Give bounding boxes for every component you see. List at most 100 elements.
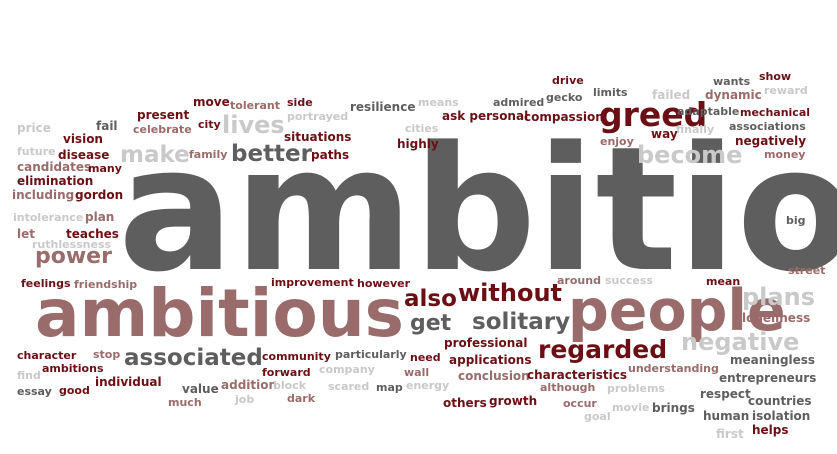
word-stop: stop [93,348,121,361]
word-regarded: regarded [538,335,668,364]
word-admired: admired [493,96,545,109]
word-much: much [168,396,202,409]
word-meaningless: meaningless [730,353,816,367]
word-helps: helps [752,423,789,437]
word-although: although [540,381,596,394]
word-enjoy: enjoy [600,135,634,148]
word-addition: addition [221,378,278,392]
word-reward: reward [764,84,808,97]
word-also: also [404,286,457,312]
word-respect: respect [700,387,751,401]
word-conclusion: conclusion [458,369,530,383]
word-ruthlessness: ruthlessness [32,238,112,251]
word-goal: goal [584,410,611,423]
word-future: future [17,145,56,158]
word-move: move [193,95,230,109]
word-essay: essay [17,385,52,398]
word-highly: highly [397,137,439,151]
word-professional: professional [444,336,528,350]
word-find: find [17,369,41,382]
word-big: big [786,214,806,227]
word-means: means [418,96,459,109]
word-value: value [182,382,219,396]
word-around: around [557,274,601,287]
word-make: make [120,142,190,168]
word-however: however [357,277,411,290]
word-street: street [788,264,826,277]
word-cities: cities [405,122,439,135]
word-price: price [17,121,51,135]
word-vision: vision [63,132,103,146]
word-finally: finally [676,123,715,136]
word-ambition: ambition [118,109,837,310]
word-particularly: particularly [335,348,407,361]
word-applications: applications [449,353,532,367]
word-money: money [764,148,806,161]
word-way: way [651,127,678,141]
word-present: present [137,108,190,122]
word-individual: individual [95,375,162,389]
word-feelings: feelings [21,277,71,290]
word-understanding: understanding [628,362,719,375]
word-celebrate: celebrate [133,123,192,136]
word-block: block [273,379,307,392]
word-mechanical: mechanical [740,106,811,119]
word-including: including [12,188,75,202]
word-negatively: negatively [735,134,807,148]
word-resilience: resilience [350,100,416,114]
word-become: become [637,141,743,169]
word-paths: paths [311,148,350,162]
word-portrayed: portrayed [287,110,349,123]
word-isolation: isolation [752,409,811,423]
word-characteristics: characteristics [527,368,628,382]
word-need: need [410,351,441,364]
word-improvement: improvement [271,276,354,289]
word-associated: associated [124,345,263,371]
word-good: good [59,384,90,397]
word-character: character [17,349,77,362]
word-gordon: gordon [75,188,124,202]
word-human: human [703,409,750,423]
word-family: family [189,148,228,161]
word-loneliness: loneliness [742,311,811,325]
word-situations: situations [284,130,352,144]
word-solitary: solitary [472,309,571,335]
word-problems: problems [607,382,665,395]
word-side: side [287,96,313,109]
word-occur: occur [563,397,597,410]
word-negative: negative [681,328,800,356]
word-city: city [198,118,221,131]
word-without: without [458,279,563,307]
word-movie: movie [612,401,650,414]
word-forward: forward [262,366,311,379]
word-failed: failed [652,88,691,102]
word-plans: plans [742,283,815,311]
word-get: get [410,311,452,336]
word-gecko: gecko [546,91,583,104]
word-success: success [605,274,653,287]
word-tolerant: tolerant [230,99,280,112]
word-drive: drive [552,74,584,87]
word-greed: greed [599,95,708,134]
word-adaptable: adaptable [677,105,740,118]
word-plan: plan [85,210,115,224]
word-elimination: elimination [17,174,94,188]
word-let: let [17,227,35,241]
word-first: first [716,427,744,441]
word-others: others [443,396,487,410]
word-map: map [376,381,403,394]
word-teaches: teaches [66,227,119,241]
word-ambitions: ambitions [42,362,104,375]
word-countries: countries [748,394,812,408]
word-show: show [759,70,792,83]
word-energy: energy [406,379,450,392]
word-wall: wall [404,366,430,379]
word-ambitious: ambitious [35,275,404,352]
word-growth: growth [489,394,538,408]
word-entrepreneurs: entrepreneurs [719,371,817,385]
word-compassion: compassion [524,110,604,124]
word-wants: wants [713,75,751,88]
word-many: many [88,162,122,175]
word-dark: dark [287,392,316,405]
